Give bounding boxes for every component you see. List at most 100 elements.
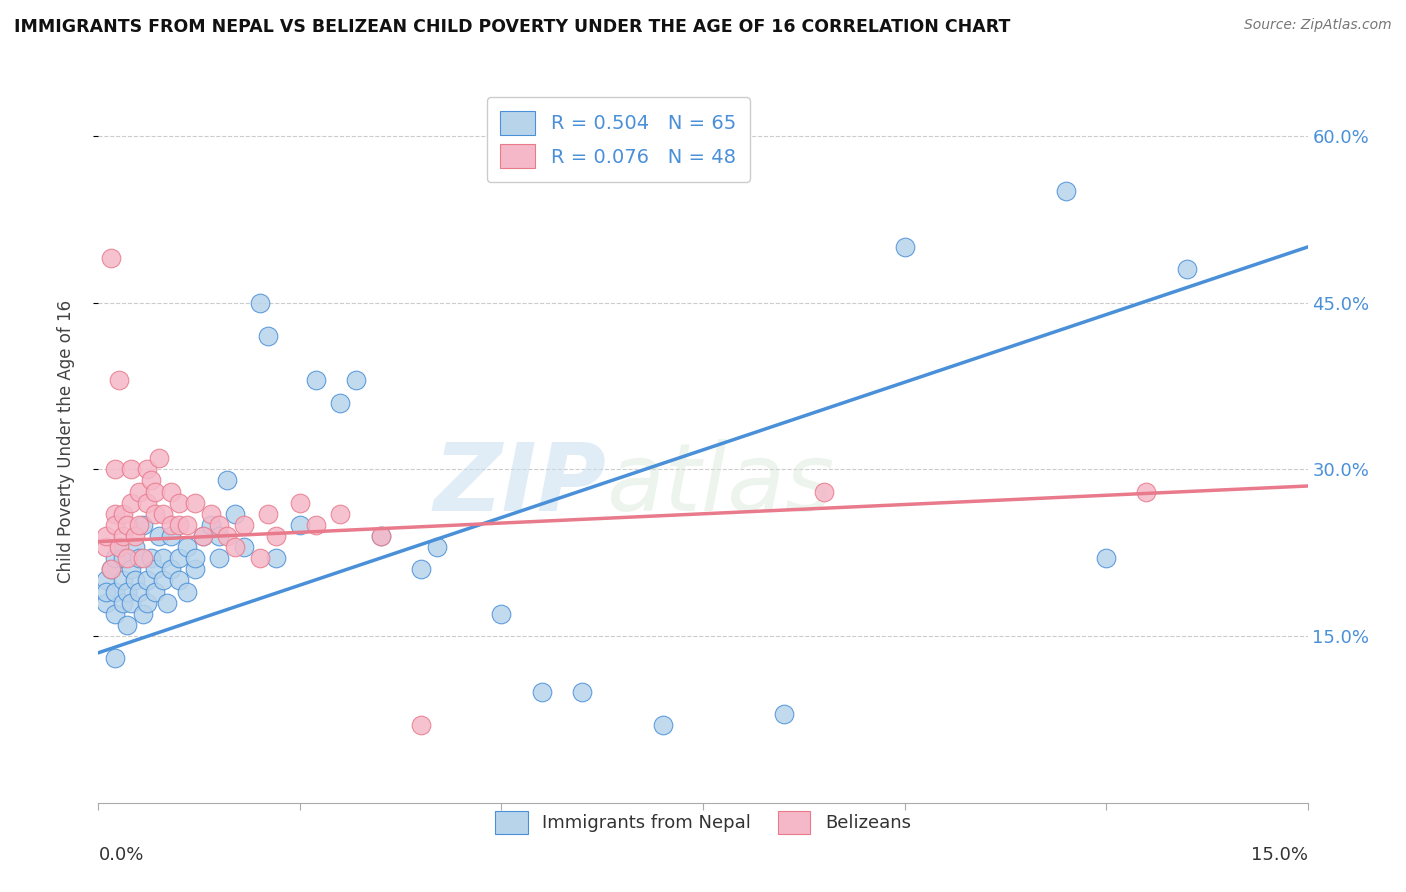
Point — [167, 517, 190, 532]
Point — [107, 540, 129, 554]
Point — [143, 507, 166, 521]
Point — [148, 529, 170, 543]
Point — [139, 474, 162, 488]
Point — [200, 517, 222, 532]
Point — [193, 529, 215, 543]
Point — [103, 507, 125, 521]
Point — [208, 517, 231, 532]
Text: 0.0%: 0.0% — [98, 847, 143, 864]
Point — [160, 529, 183, 543]
Point — [96, 574, 118, 588]
Point — [409, 718, 432, 732]
Point — [208, 529, 231, 543]
Point — [124, 574, 146, 588]
Point — [156, 596, 179, 610]
Point — [200, 507, 222, 521]
Point — [232, 540, 254, 554]
Point — [111, 507, 134, 521]
Point — [426, 540, 449, 554]
Point — [167, 574, 190, 588]
Point — [160, 517, 183, 532]
Point — [115, 517, 138, 532]
Point — [111, 574, 134, 588]
Text: atlas: atlas — [606, 440, 835, 531]
Point — [152, 507, 174, 521]
Point — [96, 596, 118, 610]
Point — [893, 240, 915, 254]
Point — [100, 562, 122, 576]
Point — [184, 562, 207, 576]
Point — [111, 596, 134, 610]
Text: 15.0%: 15.0% — [1250, 847, 1308, 864]
Legend: Immigrants from Nepal, Belizeans: Immigrants from Nepal, Belizeans — [484, 801, 922, 845]
Point — [96, 540, 118, 554]
Point — [111, 551, 134, 566]
Point — [370, 529, 392, 543]
Point — [107, 373, 129, 387]
Point — [128, 517, 150, 532]
Point — [139, 551, 162, 566]
Point — [409, 562, 432, 576]
Point — [143, 484, 166, 499]
Point — [124, 540, 146, 554]
Point — [128, 484, 150, 499]
Point — [256, 507, 278, 521]
Point — [217, 529, 239, 543]
Text: ZIP: ZIP — [433, 439, 606, 531]
Point — [184, 551, 207, 566]
Point — [491, 607, 513, 621]
Point — [115, 584, 138, 599]
Point — [128, 584, 150, 599]
Point — [103, 462, 125, 476]
Point — [772, 706, 794, 721]
Point — [120, 596, 142, 610]
Point — [184, 496, 207, 510]
Point — [264, 529, 287, 543]
Point — [135, 462, 157, 476]
Point — [167, 496, 190, 510]
Point — [132, 607, 155, 621]
Point — [176, 517, 198, 532]
Point — [120, 496, 142, 510]
Point — [143, 584, 166, 599]
Point — [176, 584, 198, 599]
Point — [224, 507, 246, 521]
Point — [530, 684, 553, 698]
Point — [1135, 484, 1157, 499]
Point — [651, 718, 673, 732]
Point — [103, 607, 125, 621]
Point — [370, 529, 392, 543]
Point — [100, 562, 122, 576]
Point — [132, 551, 155, 566]
Point — [152, 551, 174, 566]
Point — [96, 584, 118, 599]
Point — [100, 251, 122, 265]
Point — [217, 474, 239, 488]
Point — [1175, 262, 1198, 277]
Point — [107, 540, 129, 554]
Point — [135, 596, 157, 610]
Point — [305, 373, 328, 387]
Point — [111, 529, 134, 543]
Point — [256, 329, 278, 343]
Point — [288, 496, 311, 510]
Point — [329, 507, 352, 521]
Point — [135, 574, 157, 588]
Point — [813, 484, 835, 499]
Text: Source: ZipAtlas.com: Source: ZipAtlas.com — [1244, 18, 1392, 32]
Point — [329, 395, 352, 409]
Point — [103, 584, 125, 599]
Point — [135, 496, 157, 510]
Point — [103, 651, 125, 665]
Point — [115, 618, 138, 632]
Point — [1095, 551, 1118, 566]
Point — [344, 373, 367, 387]
Point — [120, 562, 142, 576]
Point — [103, 551, 125, 566]
Point — [128, 551, 150, 566]
Point — [208, 551, 231, 566]
Point — [264, 551, 287, 566]
Point — [249, 551, 271, 566]
Point — [148, 451, 170, 466]
Point — [124, 529, 146, 543]
